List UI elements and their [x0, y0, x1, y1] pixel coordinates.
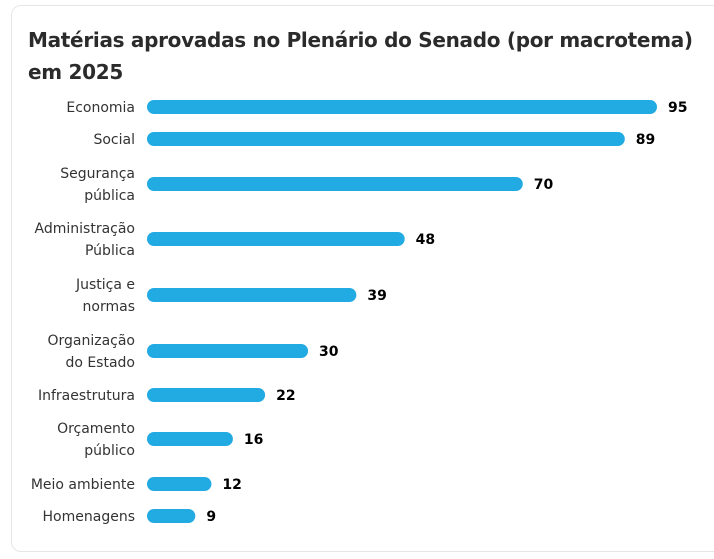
category-label: Orçamento público	[57, 421, 135, 459]
bar	[147, 432, 233, 446]
bar	[147, 388, 266, 402]
value-label: 9	[206, 509, 216, 525]
bar	[147, 509, 196, 523]
category-label: Infraestrutura	[38, 388, 135, 404]
value-label: 30	[319, 344, 339, 360]
value-label: 95	[668, 100, 687, 116]
bar	[147, 344, 309, 358]
bar	[147, 232, 405, 246]
category-label: Administração Pública	[35, 221, 135, 259]
value-label: 48	[416, 232, 435, 248]
category-label: Meio ambiente	[31, 477, 135, 493]
value-label: 70	[534, 177, 554, 193]
bar	[147, 100, 657, 114]
category-label: Organização do Estado	[47, 333, 135, 371]
bar	[147, 477, 212, 491]
value-label: 22	[276, 388, 295, 404]
bar	[147, 288, 357, 302]
value-label: 39	[367, 288, 386, 304]
chart-title: Matérias aprovadas no Plenário do Senado…	[28, 28, 693, 84]
chart-card	[11, 5, 714, 552]
bar	[147, 177, 523, 191]
value-label: 89	[636, 132, 655, 148]
category-label: Social	[93, 132, 135, 148]
category-label: Economia	[66, 100, 135, 116]
category-label: Homenagens	[43, 509, 135, 525]
category-label: Justiça e normas	[75, 277, 135, 315]
value-label: 12	[222, 477, 241, 493]
value-label: 16	[244, 432, 263, 448]
bar	[147, 132, 625, 146]
category-label: Segurança pública	[60, 166, 135, 204]
